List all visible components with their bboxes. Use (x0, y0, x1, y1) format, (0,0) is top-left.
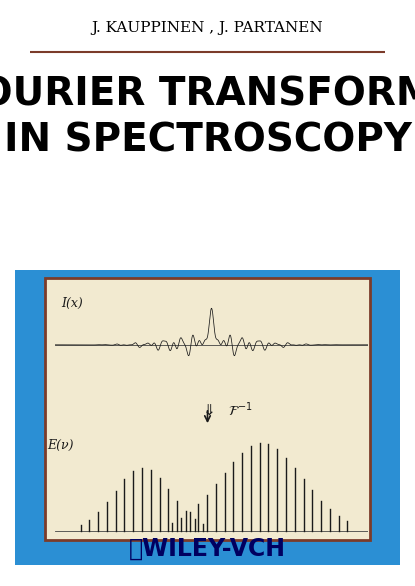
Text: E(ν): E(ν) (47, 439, 74, 452)
Text: $\mathcal{F}^{-1}$: $\mathcal{F}^{-1}$ (228, 401, 253, 420)
Text: FOURIER TRANSFORMS: FOURIER TRANSFORMS (0, 76, 415, 114)
Text: J. KAUPPINEN , J. PARTANEN: J. KAUPPINEN , J. PARTANEN (92, 21, 323, 35)
Bar (45, 278, 370, 540)
Text: ⓇWILEY-VCH: ⓇWILEY-VCH (129, 537, 286, 561)
Text: $\Downarrow$: $\Downarrow$ (200, 403, 215, 417)
Text: I(x): I(x) (61, 297, 83, 311)
Bar (15, 270, 400, 565)
Text: IN SPECTROSCOPY: IN SPECTROSCOPY (4, 121, 411, 159)
